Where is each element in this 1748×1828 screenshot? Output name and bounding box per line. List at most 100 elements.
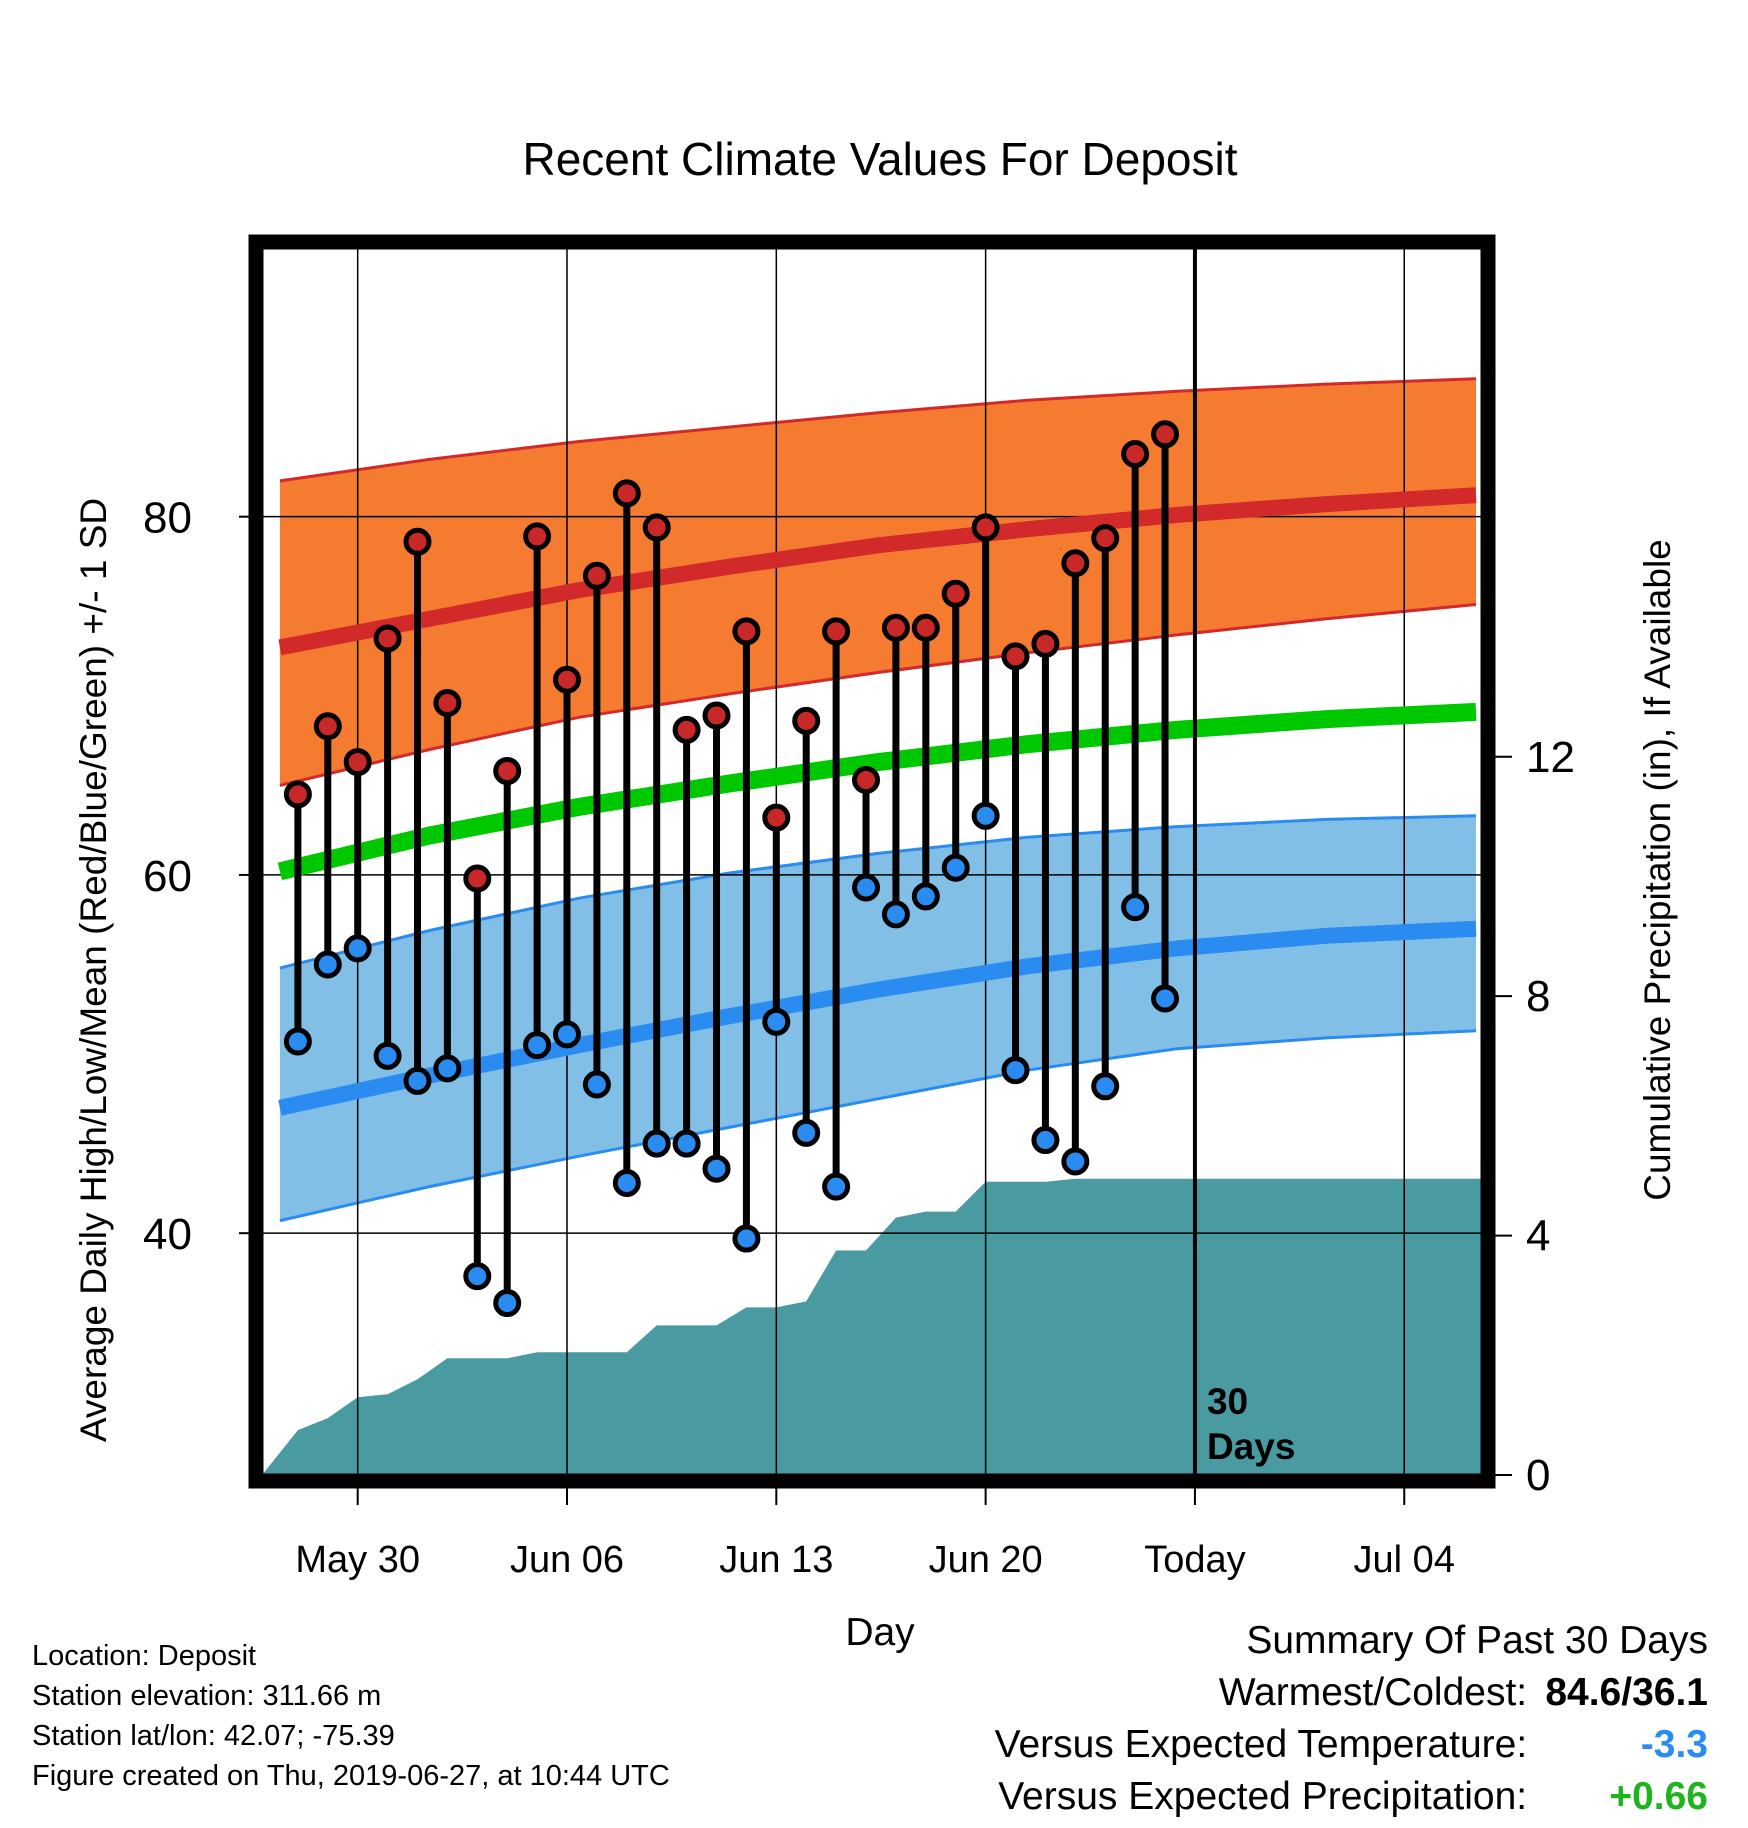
observed-high-point	[911, 613, 940, 642]
observed-low-point	[553, 1020, 581, 1049]
observed-high-point	[373, 624, 402, 653]
summary-panel: Summary Of Past 30 Days Warmest/Coldest:…	[995, 1615, 1708, 1823]
x-tick-label: May 30	[295, 1539, 420, 1581]
observed-high-point	[433, 688, 462, 717]
observed-low-point	[702, 1154, 731, 1183]
observed-high-point	[1121, 439, 1150, 468]
observed-high-point	[612, 479, 641, 508]
low-sd-band	[279, 815, 1476, 1221]
high-lower-line	[279, 603, 1477, 787]
warmest-value: 84.6/36.1	[1545, 1671, 1708, 1714]
observed-low-point	[971, 801, 1000, 830]
precip-departure-value: +0.66	[1609, 1775, 1708, 1818]
observed-low-point	[642, 1129, 671, 1158]
observed-high-point	[582, 561, 611, 590]
chart-title: Recent Climate Values For Deposit	[523, 133, 1238, 185]
elevation-text: Station elevation: 311.66 m	[32, 1680, 382, 1712]
summary-warmest-row: Warmest/Coldest: 84.6/36.1	[995, 1667, 1708, 1719]
y-tick-label: 40	[143, 1210, 192, 1259]
observed-high-point	[822, 617, 851, 646]
x-tick-label: Jun 20	[929, 1539, 1043, 1581]
summary-heading: Summary Of Past 30 Days	[1246, 1619, 1708, 1662]
observed-low-point	[493, 1289, 522, 1318]
observed-high-point	[283, 780, 312, 809]
observed-high-point	[313, 712, 342, 741]
observed-low-point	[941, 853, 970, 882]
observed-low-point	[1091, 1072, 1120, 1101]
observed-low-point	[1031, 1126, 1060, 1155]
observed-low-point	[1121, 893, 1150, 922]
observed-low-point	[433, 1054, 462, 1083]
y2-tick-label: 8	[1526, 972, 1550, 1021]
observed-high-point	[1151, 420, 1180, 449]
observed-low-point	[762, 1007, 791, 1036]
observed-high-point	[702, 701, 731, 730]
observed-high-point	[732, 617, 761, 646]
observed-high-point	[553, 665, 581, 694]
observed-low-point	[672, 1129, 701, 1158]
warmest-label: Warmest/Coldest:	[1218, 1671, 1528, 1714]
observed-high-point	[403, 527, 432, 556]
observed-low-point	[373, 1041, 402, 1070]
observed-high-point	[881, 613, 910, 642]
temp-departure-value: -3.3	[1640, 1723, 1708, 1766]
observed-high-point	[463, 864, 492, 893]
observed-low-point	[852, 873, 881, 902]
observed-low-point	[1151, 984, 1180, 1013]
observed-high-point	[792, 706, 821, 735]
x-tick-label: Jun 06	[510, 1539, 624, 1581]
observed-high-point	[852, 765, 881, 794]
observed-low-point	[881, 900, 910, 929]
observed-high-point	[1091, 524, 1120, 553]
observed-low-point	[1061, 1147, 1090, 1176]
normal-high-line	[278, 487, 1477, 656]
observed-low-point	[792, 1118, 821, 1147]
observed-low-point	[403, 1066, 432, 1095]
location-text: Location: Deposit	[32, 1640, 257, 1672]
observed-low-point	[732, 1224, 761, 1253]
y2-tick-label: 4	[1526, 1212, 1550, 1261]
station-info: Location: Deposit Station elevation: 311…	[32, 1636, 670, 1796]
observed-high-point	[762, 803, 791, 832]
observed-low-point	[822, 1172, 851, 1201]
observed-low-point	[523, 1031, 552, 1060]
observed-high-point	[493, 757, 522, 786]
observed-low-point	[911, 882, 940, 911]
observed-high-point	[523, 522, 552, 551]
observed-high-point	[1001, 642, 1030, 671]
y-axis-label: Average Daily High/Low/Mean (Red/Blue/Gr…	[73, 498, 114, 1442]
observed-low-point	[582, 1070, 611, 1099]
x-tick-label: Jun 13	[719, 1539, 833, 1581]
precip-departure-label: Versus Expected Precipitation:	[998, 1775, 1528, 1818]
y2-axis-label: Cumulative Precipitation (in), If Availa…	[1637, 539, 1678, 1201]
observed-high-point	[941, 579, 970, 608]
high-upper-line	[279, 377, 1477, 483]
plot-frame	[248, 234, 1496, 1489]
observed-low-point	[283, 1027, 312, 1056]
observed-high-point	[642, 513, 671, 542]
y-tick-label: 80	[143, 494, 192, 543]
y-tick-label: 60	[143, 852, 192, 901]
precip-area	[262, 1178, 1482, 1475]
observed-high-point	[1031, 629, 1060, 658]
observed-high-point	[343, 748, 372, 777]
observed-low-point	[1001, 1056, 1030, 1085]
y2-tick-label: 12	[1526, 733, 1575, 782]
y2-tick-label: 0	[1526, 1451, 1550, 1500]
observed-low-point	[313, 950, 342, 979]
today-days-label: Days	[1207, 1426, 1295, 1467]
summary-temp-row: Versus Expected Temperature: -3.3	[995, 1719, 1708, 1771]
created-text: Figure created on Thu, 2019-06-27, at 10…	[32, 1760, 670, 1792]
observed-low-point	[463, 1262, 492, 1291]
normal-mean-line	[277, 702, 1477, 881]
x-axis-label: Day	[845, 1611, 915, 1654]
latlon-text: Station lat/lon: 42.07; -75.39	[32, 1720, 395, 1752]
x-tick-label: Today	[1144, 1539, 1245, 1581]
x-tick-label: Jul 04	[1354, 1539, 1455, 1581]
observed-low-point	[612, 1169, 641, 1198]
summary-precip-row: Versus Expected Precipitation: +0.66	[995, 1771, 1708, 1823]
observed-high-point	[672, 715, 701, 744]
